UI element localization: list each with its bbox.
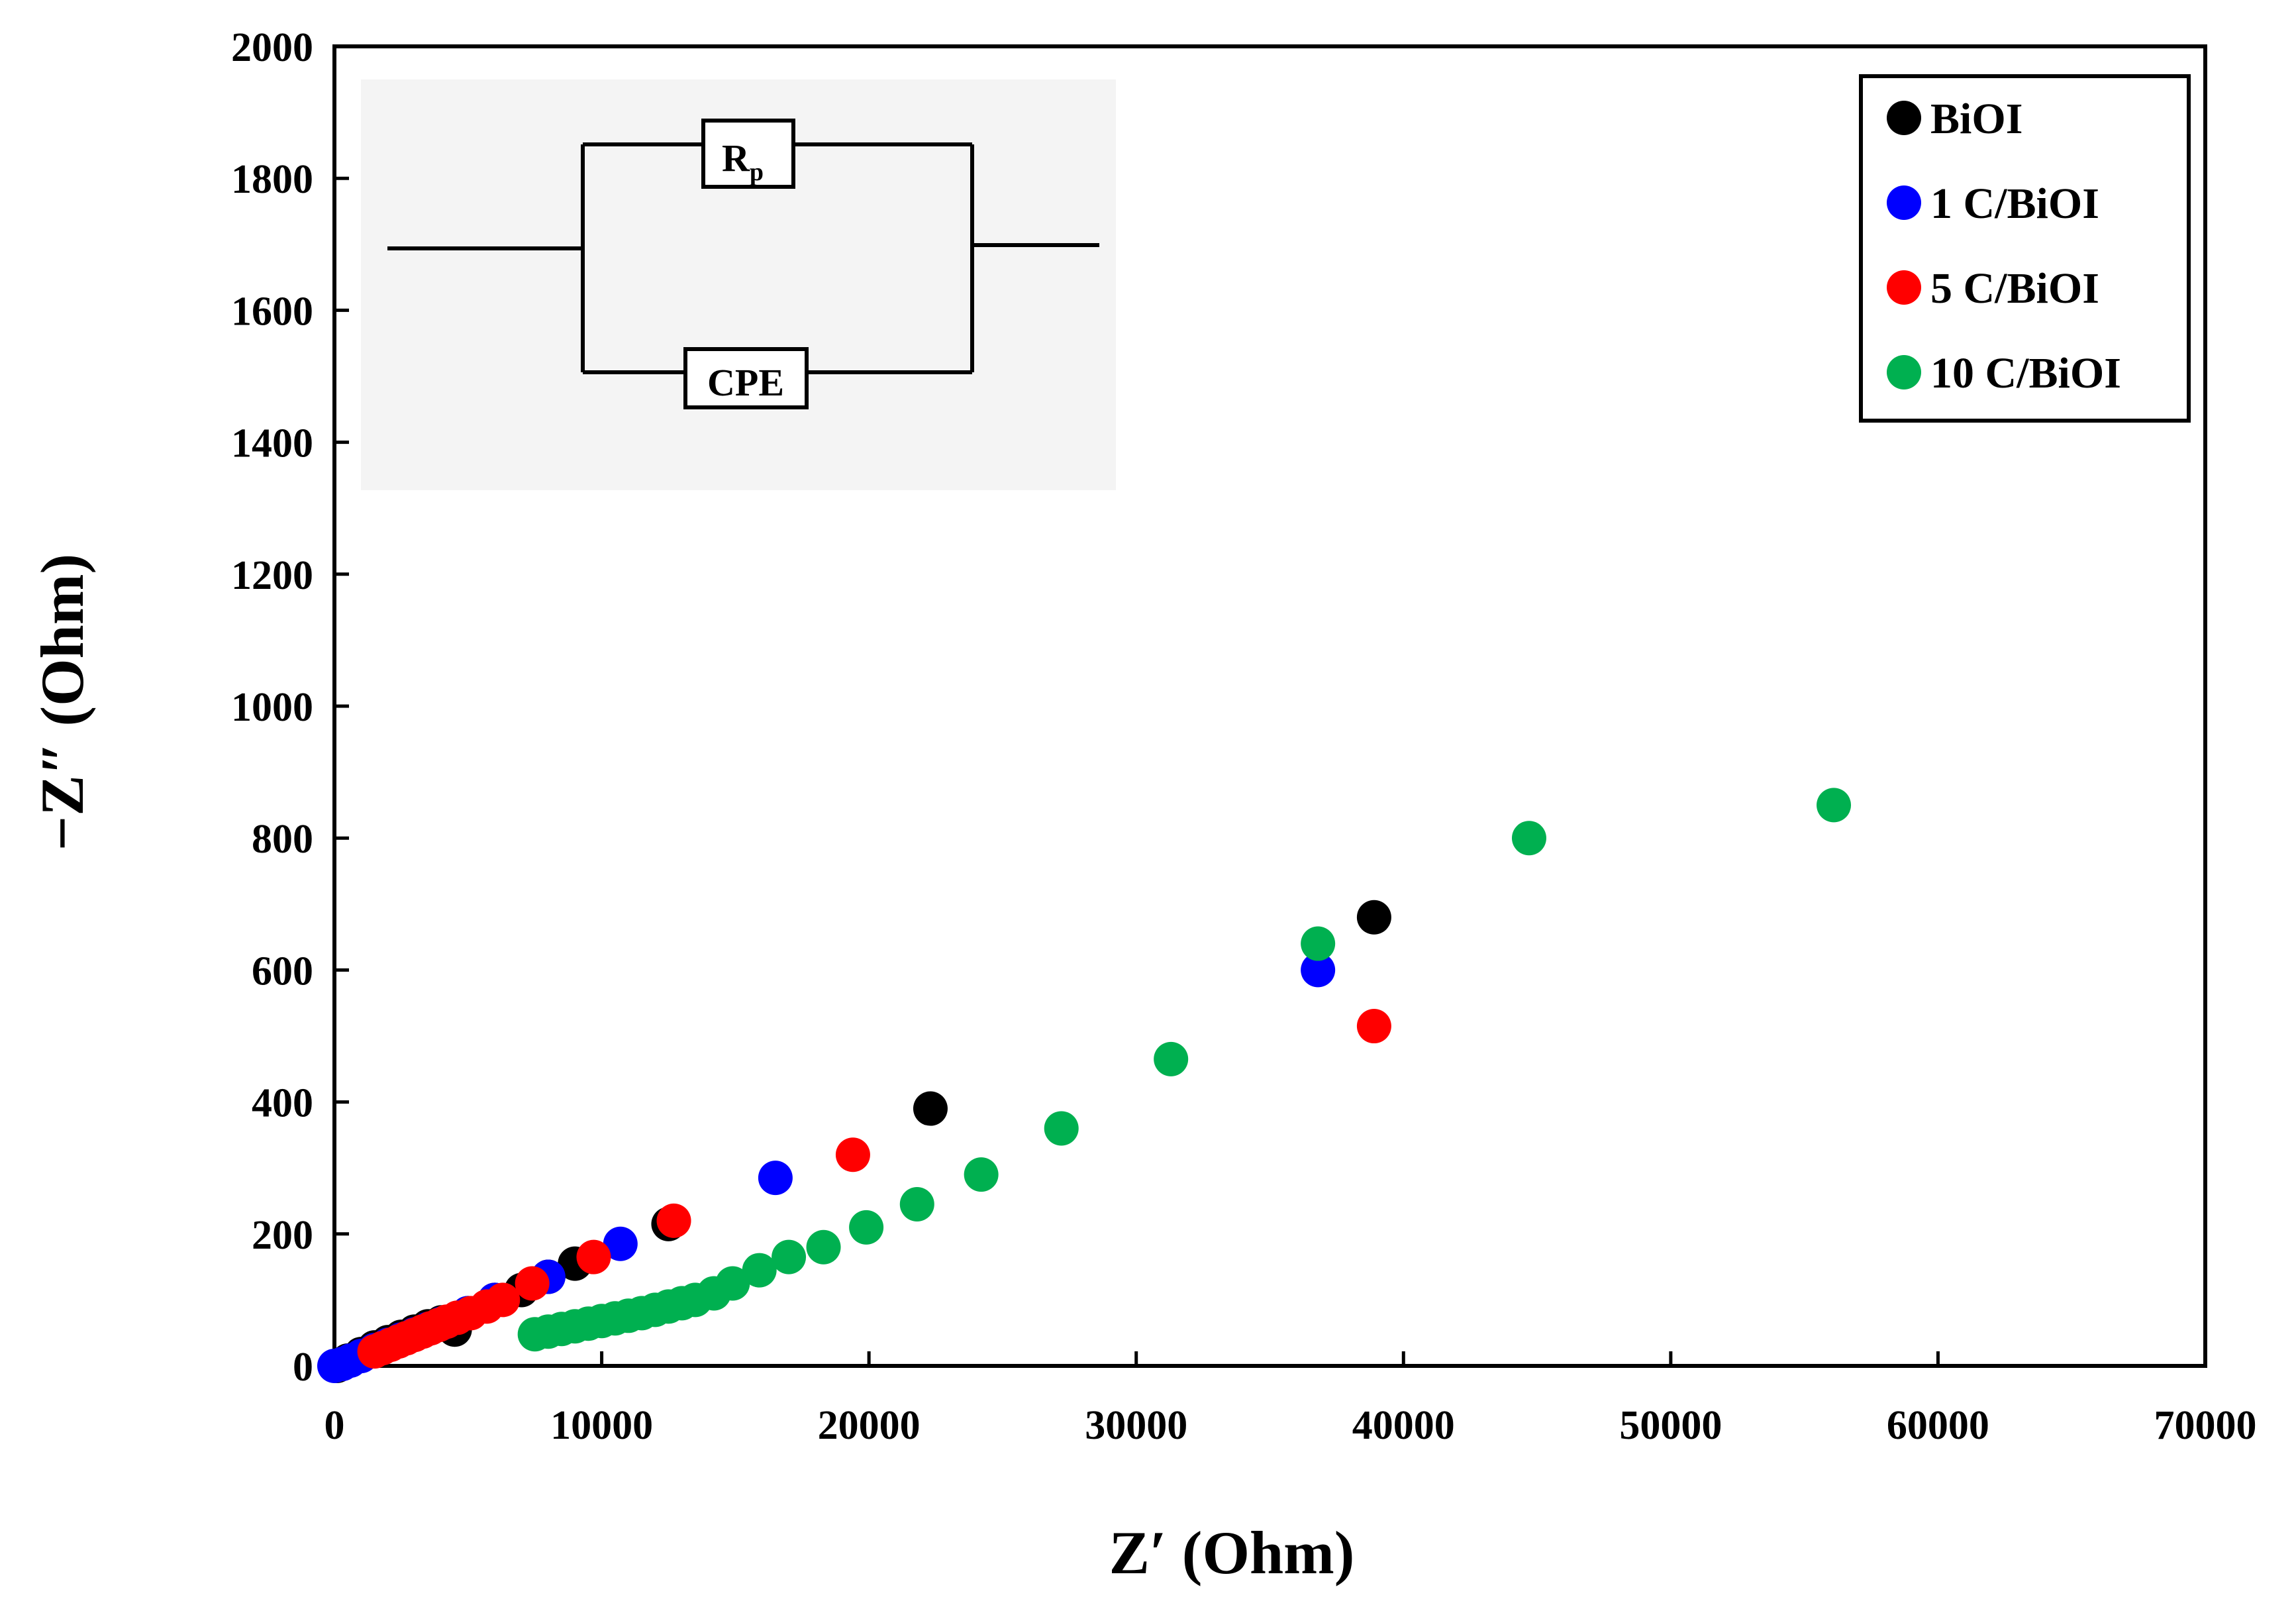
x-tick-label: 50000: [1619, 1403, 1722, 1448]
legend-label: 5 C/BiOI: [1930, 264, 2099, 313]
y-tick-label: 1400: [231, 421, 313, 466]
x-tick-label: 60000: [1887, 1403, 1989, 1448]
data-point: [835, 1137, 870, 1172]
cpe-box: [683, 347, 809, 409]
y-axis-ticks: 0 200 400 600 800 1000 1200 1400 1600 1800 2000: [231, 25, 349, 1390]
x-tick-label: 10000: [550, 1403, 653, 1448]
y-tick-label: 1200: [231, 553, 313, 598]
y-tick-label: 600: [252, 949, 313, 994]
resistor-rp-box: [701, 119, 795, 189]
legend-marker: [1887, 185, 1921, 220]
data-point: [485, 1282, 521, 1318]
x-tick-label: 20000: [818, 1403, 921, 1448]
data-point: [656, 1203, 691, 1238]
y-tick-label: 1000: [231, 685, 313, 730]
data-point: [742, 1253, 777, 1288]
y-tick-label: 1800: [231, 157, 313, 202]
data-points: [317, 788, 1852, 1383]
y-tick-label: 400: [252, 1081, 313, 1126]
legend-label: BiOI: [1930, 95, 2022, 143]
data-point: [899, 1186, 934, 1221]
series-10-c-bioi: [517, 788, 1852, 1352]
data-point: [1511, 821, 1546, 856]
data-point: [1356, 900, 1391, 935]
data-point: [772, 1239, 807, 1274]
data-point: [1301, 953, 1336, 988]
legend-label: 10 C/BiOI: [1930, 349, 2121, 397]
data-point: [715, 1266, 750, 1301]
data-point: [1817, 788, 1852, 823]
data-point: [1154, 1041, 1189, 1076]
legend-marker: [1887, 270, 1921, 305]
data-point: [758, 1161, 793, 1196]
legend: BiOI 1 C/BiOI 5 C/BiOI 10 C/BiOI: [1887, 95, 2121, 397]
y-tick-label: 1600: [231, 289, 313, 334]
data-point: [603, 1226, 638, 1261]
data-point: [964, 1157, 999, 1192]
x-tick-label: 30000: [1085, 1403, 1187, 1448]
y-tick-label: 800: [252, 817, 313, 862]
data-point: [1301, 926, 1336, 961]
equivalent-circuit-diagram: [387, 119, 1099, 409]
legend-label: 1 C/BiOI: [1930, 180, 2099, 228]
y-axis-title: −Z″ (Ohm): [28, 554, 96, 851]
x-axis-title: Z′ (Ohm): [1109, 1519, 1355, 1586]
x-tick-label: 70000: [2154, 1403, 2257, 1448]
data-point: [1044, 1111, 1079, 1146]
y-tick-label: 200: [252, 1213, 313, 1258]
data-point: [1356, 1009, 1391, 1044]
x-tick-label: 40000: [1352, 1403, 1455, 1448]
series-5-c-bioi: [357, 1009, 1391, 1369]
legend-marker: [1887, 101, 1921, 135]
data-point: [806, 1229, 841, 1265]
data-point: [913, 1091, 948, 1126]
x-axis-ticks: 0 10000 20000 30000 40000 50000 60000 70000: [324, 1351, 2257, 1448]
y-tick-label: 0: [293, 1345, 313, 1390]
data-point: [576, 1239, 611, 1274]
data-point: [515, 1266, 550, 1301]
legend-marker: [1887, 355, 1921, 389]
data-point: [849, 1210, 884, 1245]
y-tick-label: 2000: [231, 25, 313, 70]
cpe-label: CPE: [707, 361, 784, 404]
x-tick-label: 0: [324, 1403, 345, 1448]
